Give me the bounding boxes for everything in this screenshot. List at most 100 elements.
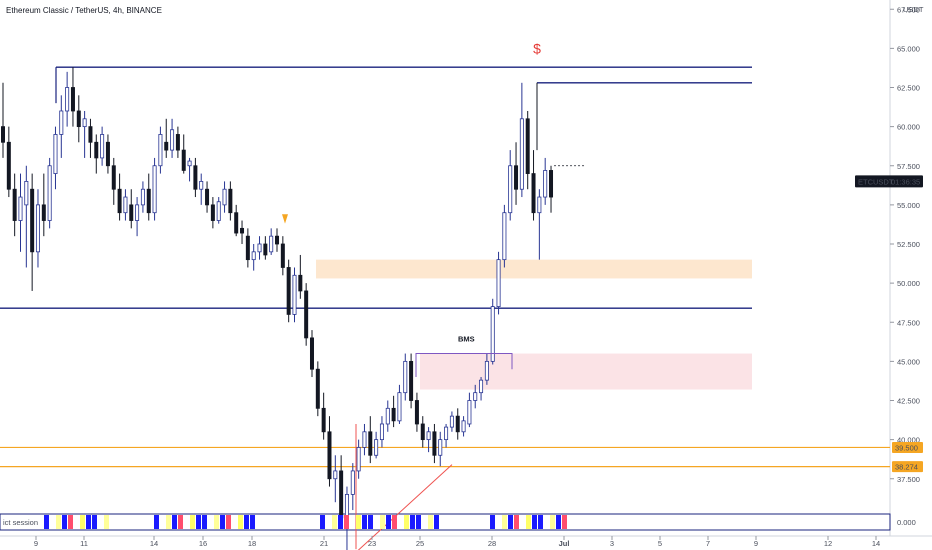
session-block [332, 515, 337, 529]
candle [409, 360, 414, 401]
session-block [356, 515, 361, 529]
candle [140, 188, 145, 206]
candle [420, 423, 425, 441]
candle [123, 196, 128, 214]
x-tick-label: 5 [658, 539, 662, 548]
candle [309, 337, 314, 370]
candle [432, 431, 437, 456]
session-block [80, 515, 85, 529]
candle [257, 243, 262, 253]
y-tick-label: 55.000 [897, 201, 920, 210]
candle [240, 227, 245, 234]
y-tick-label: 50.000 [897, 279, 920, 288]
session-block [538, 515, 543, 529]
candle [496, 259, 501, 307]
candle [47, 165, 52, 221]
session-block [238, 515, 243, 529]
session-block [74, 515, 79, 529]
candle [65, 87, 70, 112]
dollar-sign: $ [533, 40, 541, 56]
y-tick-label: 60.000 [897, 123, 920, 132]
price-label: 38.274 [895, 463, 918, 472]
candle [455, 415, 460, 433]
candle [59, 110, 64, 135]
session-block [344, 515, 349, 529]
x-tick-label: 25 [416, 539, 424, 548]
session-block [98, 515, 103, 529]
x-tick-label: 14 [150, 539, 158, 548]
marker-triangle [282, 214, 288, 224]
session-block [520, 515, 525, 529]
session-block [232, 515, 237, 529]
candle [537, 196, 542, 214]
candle [117, 188, 122, 214]
candle [263, 243, 268, 256]
session-block [508, 515, 513, 529]
session-block [428, 515, 433, 529]
y-tick-label: 37.500 [897, 475, 920, 484]
candle [222, 188, 227, 206]
candle [490, 306, 495, 362]
candle [170, 129, 175, 151]
candle [397, 392, 402, 422]
candle [286, 267, 291, 315]
symbol-label: ETCUSDT [858, 177, 894, 186]
session-block [220, 515, 225, 529]
candle [269, 235, 274, 253]
candle [304, 290, 309, 339]
candle [444, 426, 449, 441]
candle [344, 493, 349, 519]
candle [461, 420, 466, 433]
session-label: ict session [3, 518, 38, 527]
session-block [226, 515, 231, 529]
candle [514, 165, 519, 190]
session-block [434, 515, 439, 529]
session-block [514, 515, 519, 529]
candle [76, 110, 81, 128]
session-block [166, 515, 171, 529]
session-block [50, 515, 55, 529]
candle [181, 149, 186, 171]
candle [6, 141, 11, 190]
x-tick-label: 9 [34, 539, 38, 548]
candle [53, 134, 58, 174]
candle [12, 188, 17, 221]
candle [467, 400, 472, 425]
x-tick-label: 23 [368, 539, 376, 548]
session-block [62, 515, 67, 529]
candle [379, 423, 384, 441]
candle [414, 400, 419, 425]
session-block [208, 515, 213, 529]
candle [298, 274, 303, 292]
candle [403, 360, 408, 394]
x-tick-label: 21 [320, 539, 328, 548]
candle [199, 180, 204, 190]
candle [479, 379, 484, 394]
indicator-value: 0.000 [897, 518, 916, 527]
symbol-label-box [855, 175, 923, 188]
session-block [368, 515, 373, 529]
session-block [214, 515, 219, 529]
candle [519, 118, 524, 190]
session-block [172, 515, 177, 529]
candle [502, 212, 507, 261]
candle [152, 165, 157, 214]
session-block [550, 515, 555, 529]
candle [0, 126, 6, 143]
session-block [350, 515, 355, 529]
y-tick-label: 62.500 [897, 84, 920, 93]
session-block [386, 515, 391, 529]
bms-label: BMS [458, 334, 475, 343]
candle [251, 251, 256, 261]
candle [94, 141, 99, 159]
session-block [68, 515, 73, 529]
session-block [392, 515, 397, 529]
candle [187, 160, 192, 167]
x-tick-label: Jul [559, 539, 570, 548]
candle [374, 439, 379, 456]
candle [327, 431, 332, 480]
candle [41, 204, 46, 221]
session-block [404, 515, 409, 529]
candle [543, 170, 548, 198]
